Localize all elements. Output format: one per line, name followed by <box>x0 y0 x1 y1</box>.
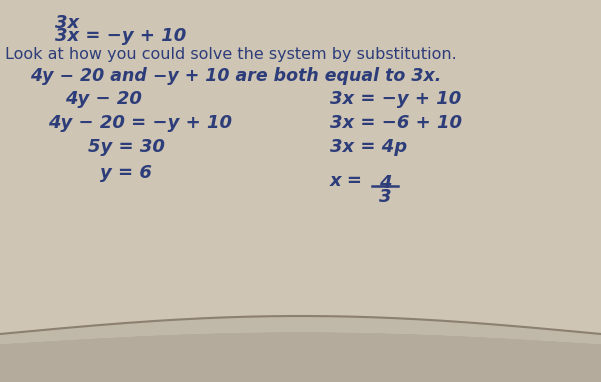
Text: 5y = 30: 5y = 30 <box>88 138 165 156</box>
Text: y = 6: y = 6 <box>100 164 152 182</box>
Text: x =: x = <box>330 172 369 190</box>
Polygon shape <box>0 316 601 344</box>
Text: 3x = −y + 10: 3x = −y + 10 <box>330 90 461 108</box>
Text: 3x = −y + 10: 3x = −y + 10 <box>55 27 186 45</box>
Text: 3x = 4p: 3x = 4p <box>330 138 407 156</box>
Polygon shape <box>0 332 601 382</box>
Text: 4y − 20: 4y − 20 <box>65 90 142 108</box>
Text: 3x = −6 + 10: 3x = −6 + 10 <box>330 114 462 132</box>
Text: 4: 4 <box>379 174 391 192</box>
Text: 3x: 3x <box>55 14 79 32</box>
Text: 4y − 20 and −y + 10 are both equal to 3x.: 4y − 20 and −y + 10 are both equal to 3x… <box>30 67 441 85</box>
Text: 4y − 20 = −y + 10: 4y − 20 = −y + 10 <box>48 114 232 132</box>
Text: 3: 3 <box>379 188 391 206</box>
Text: Look at how you could solve the system by substitution.: Look at how you could solve the system b… <box>5 47 457 62</box>
